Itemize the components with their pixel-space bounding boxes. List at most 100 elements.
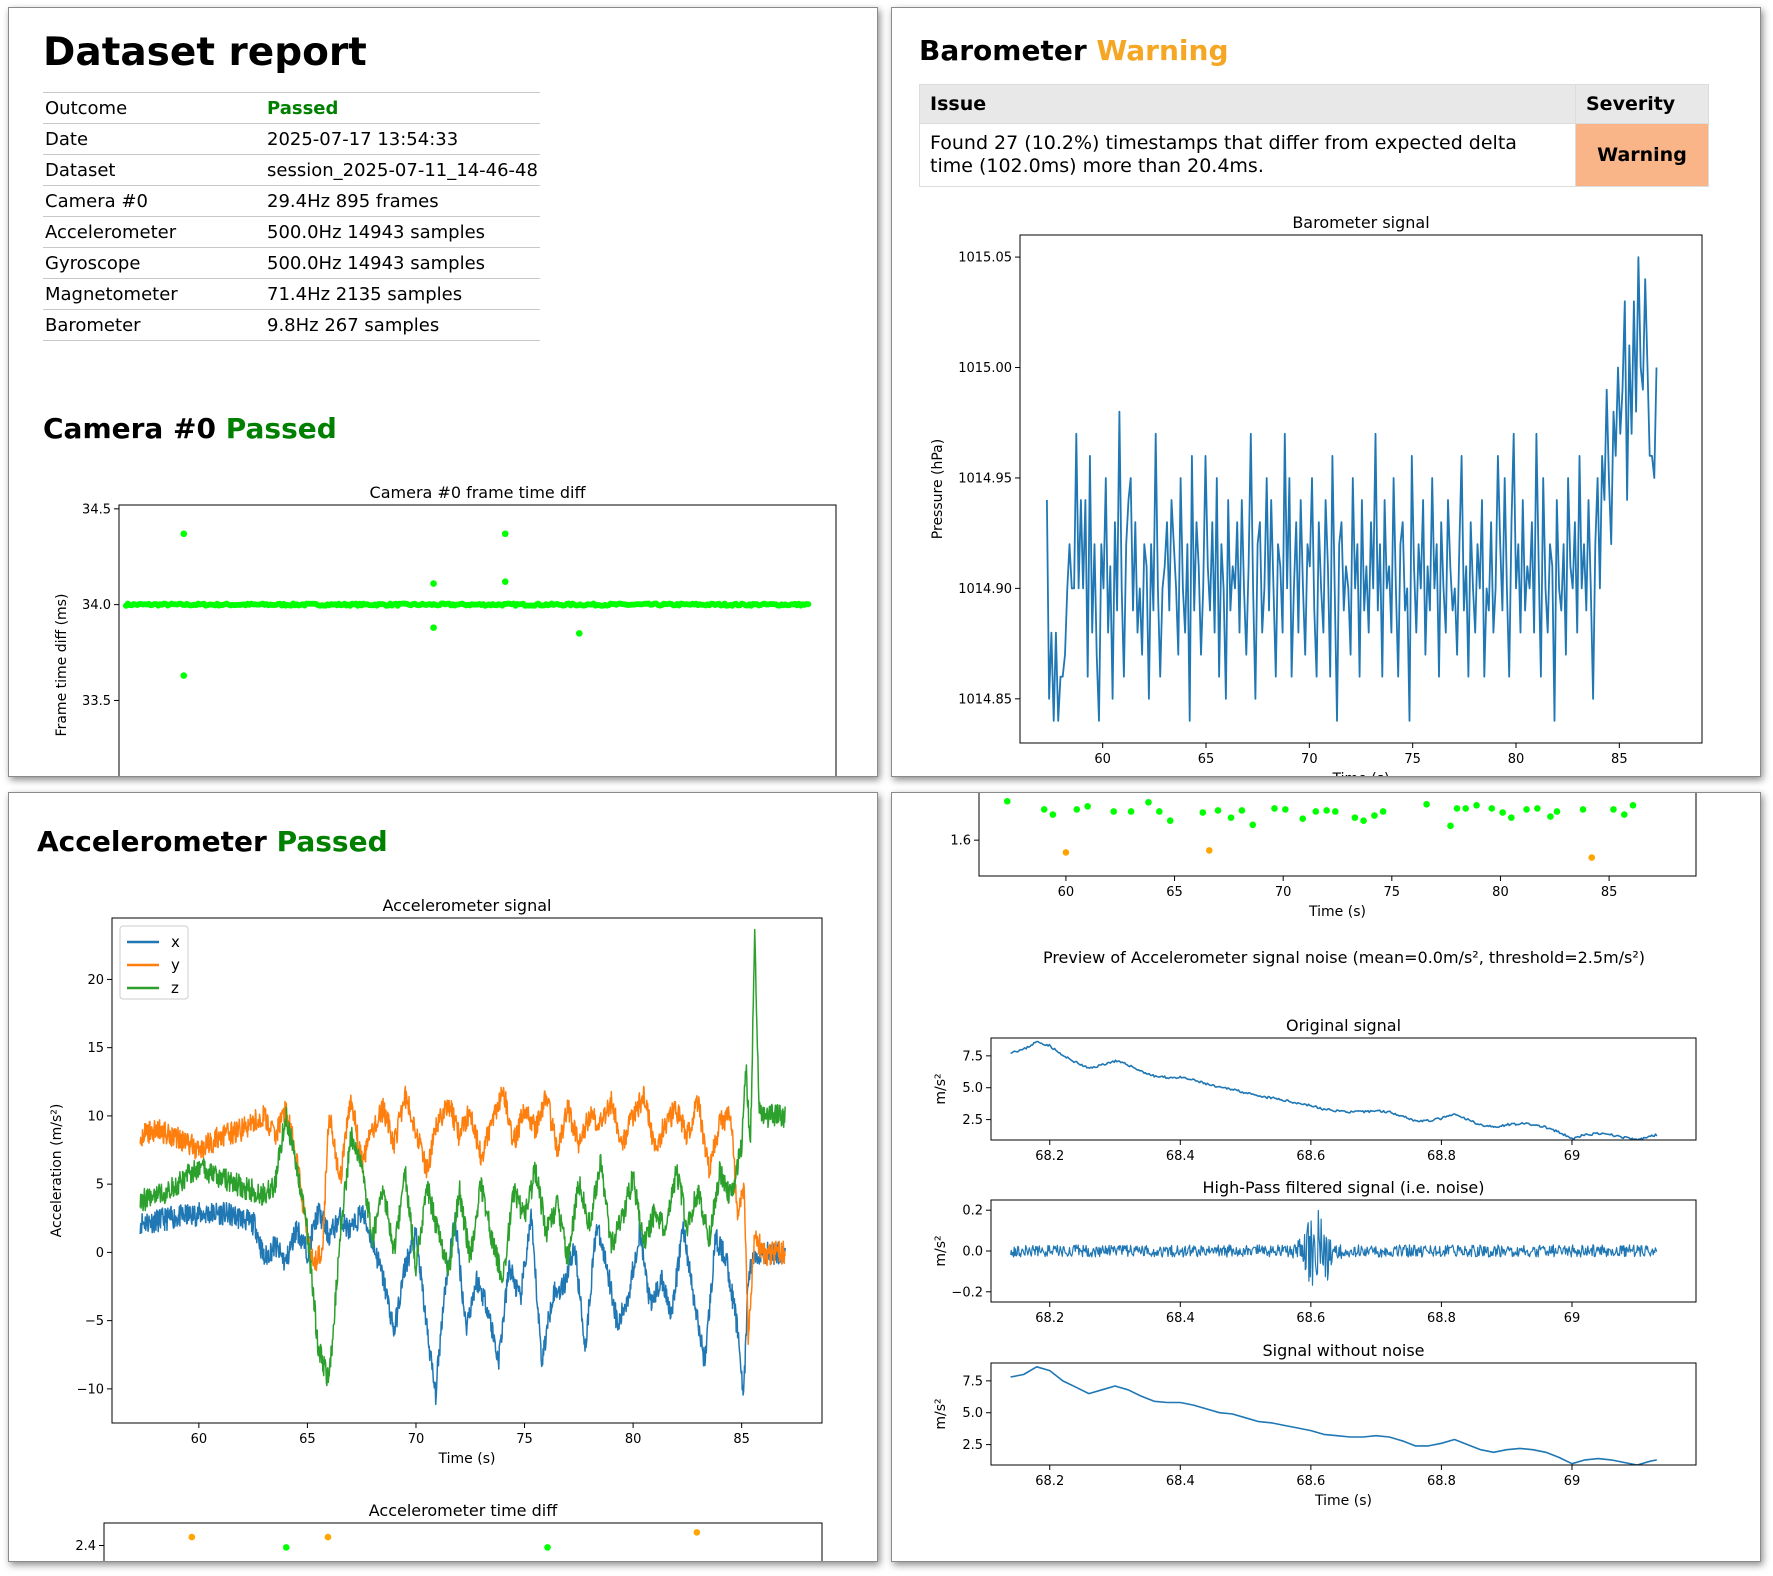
y-tick-label: 1014.85	[958, 692, 1012, 707]
data-point	[1166, 817, 1174, 824]
data-point	[1379, 808, 1387, 815]
x-axis-label: Time (s)	[1332, 771, 1390, 777]
y-tick-label: 0.2	[962, 1204, 983, 1219]
table-row: Date 2025-07-17 13:54:33	[43, 123, 540, 155]
x-tick-label: 68.6	[1296, 1311, 1325, 1326]
y-tick-label: −10	[77, 1382, 104, 1397]
data-point	[180, 530, 188, 538]
chart-title: High-Pass filtered signal (i.e. noise)	[1203, 1178, 1485, 1197]
report-page-accelerometer: Accelerometer Passed Accelerometer signa…	[8, 792, 878, 1562]
summary-key: Outcome	[43, 92, 265, 124]
x-tick-label: 68.6	[1296, 1149, 1325, 1164]
severity-badge: Warning	[1575, 123, 1709, 187]
y-tick-label: 2.4	[75, 1539, 96, 1554]
y-tick-label: 2.5	[962, 1113, 983, 1128]
data-point	[1534, 805, 1541, 812]
x-axis-label: Time (s)	[1314, 1493, 1372, 1509]
highpass_signal-plot-area	[1010, 1209, 1658, 1286]
accelerometer-signal-chart: Accelerometer signal 60 65 70 75 80 85 −10 −5 0 5 1…	[49, 896, 823, 1561]
table-row: Accelerometer 500.0Hz 14943 samples	[43, 216, 540, 248]
data-point	[324, 1533, 332, 1541]
chart-title: Original signal	[1286, 1016, 1401, 1035]
original_signal-plot-area	[1010, 1040, 1658, 1140]
summary-table: Outcome Passed Date 2025-07-17 13:54:33 Data…	[43, 92, 540, 341]
severity-column-header: Severity	[1575, 84, 1709, 124]
y-tick-label: 34.0	[82, 598, 111, 613]
summary-key: Accelerometer	[43, 216, 265, 248]
data-point	[1199, 809, 1207, 816]
legend-label: y	[171, 956, 180, 974]
data-point	[693, 1529, 701, 1536]
series-line-y	[139, 1085, 786, 1346]
data-point	[575, 630, 583, 637]
data-point	[1214, 807, 1222, 814]
table-row: Gyroscope 500.0Hz 14943 samples	[43, 247, 540, 279]
y-axis-label: Acceleration (m/s²)	[49, 1104, 65, 1238]
x-tick-label: 70	[1275, 885, 1292, 900]
legend-label: x	[171, 933, 180, 951]
table-row: Barometer 9.8Hz 267 samples	[43, 309, 540, 341]
summary-key: Gyroscope	[43, 247, 265, 279]
y-axis-label: Frame time diff (ms)	[54, 594, 70, 737]
issue-column-header: Issue	[919, 84, 1576, 124]
table-row: Outcome Passed	[43, 92, 540, 124]
y-tick-label: 5.0	[962, 1406, 983, 1421]
camera-status: Passed	[225, 412, 337, 445]
summary-key: Camera #0	[43, 185, 265, 217]
x-tick-label: 80	[1508, 752, 1525, 767]
data-point	[1462, 805, 1469, 812]
data-line	[1010, 1040, 1658, 1140]
summary-key: Magnetometer	[43, 278, 265, 310]
y-tick-label: 7.5	[962, 1049, 983, 1064]
page-title: Dataset report	[43, 30, 367, 75]
accel_diff-frame	[103, 1522, 823, 1561]
series-line-z	[139, 928, 786, 1387]
summary-value: 9.8Hz 267 samples	[265, 309, 540, 341]
x-tick-label: 68.4	[1166, 1149, 1195, 1164]
x-tick-label: 69	[1564, 1474, 1581, 1489]
data-point	[1488, 805, 1496, 812]
summary-value: 500.0Hz 14943 samples	[265, 247, 540, 279]
data-point	[1206, 847, 1213, 854]
y-axis-label: m/s²	[933, 1235, 949, 1266]
legend-box	[119, 925, 189, 1000]
summary-value: Passed	[265, 92, 540, 124]
data-point	[1629, 802, 1637, 809]
data-point	[805, 601, 812, 608]
data-point	[1553, 808, 1561, 815]
x-tick-label: 68.6	[1296, 1474, 1325, 1489]
x-tick-label: 68.2	[1035, 1311, 1064, 1326]
barometer_diff-frame	[978, 793, 1697, 877]
camera_diff-frame	[118, 504, 837, 776]
data-point	[1588, 854, 1596, 861]
data-point	[1579, 806, 1587, 813]
data-point	[501, 578, 509, 585]
x-tick-label: 80	[625, 1432, 642, 1447]
x-tick-label: 68.4	[1166, 1474, 1195, 1489]
data-point	[1282, 806, 1289, 813]
x-tick-label: 75	[1384, 885, 1401, 900]
summary-key: Date	[43, 123, 265, 155]
table-row: Found 27 (10.2%) timestamps that differ …	[919, 123, 1709, 187]
y-axis-label: Pressure (hPa)	[930, 439, 946, 539]
x-tick-label: 60	[191, 1432, 208, 1447]
data-point	[1156, 808, 1163, 815]
data-point	[180, 672, 188, 679]
y-tick-label: 10	[87, 1109, 104, 1124]
noise-caption: Preview of Accelerometer signal noise (m…	[1043, 948, 1645, 967]
data-point	[1323, 807, 1330, 814]
data-point	[1371, 812, 1378, 819]
x-tick-label: 68.8	[1427, 1149, 1456, 1164]
accel_signal-plot-area	[139, 928, 786, 1406]
x-tick-label: 68.2	[1035, 1474, 1064, 1489]
x-tick-label: 68.2	[1035, 1149, 1064, 1164]
barometer_diff-plot-area	[1003, 797, 1637, 861]
x-tick-label: 85	[733, 1432, 750, 1447]
accelerometer-status: Passed	[276, 825, 388, 858]
data-line	[1010, 1209, 1658, 1286]
summary-value: 500.0Hz 14943 samples	[265, 216, 540, 248]
data-point	[1332, 808, 1339, 815]
x-tick-label: 75	[1404, 752, 1421, 767]
data-point	[1621, 811, 1628, 818]
denoised_signal-plot-area	[1010, 1366, 1657, 1465]
